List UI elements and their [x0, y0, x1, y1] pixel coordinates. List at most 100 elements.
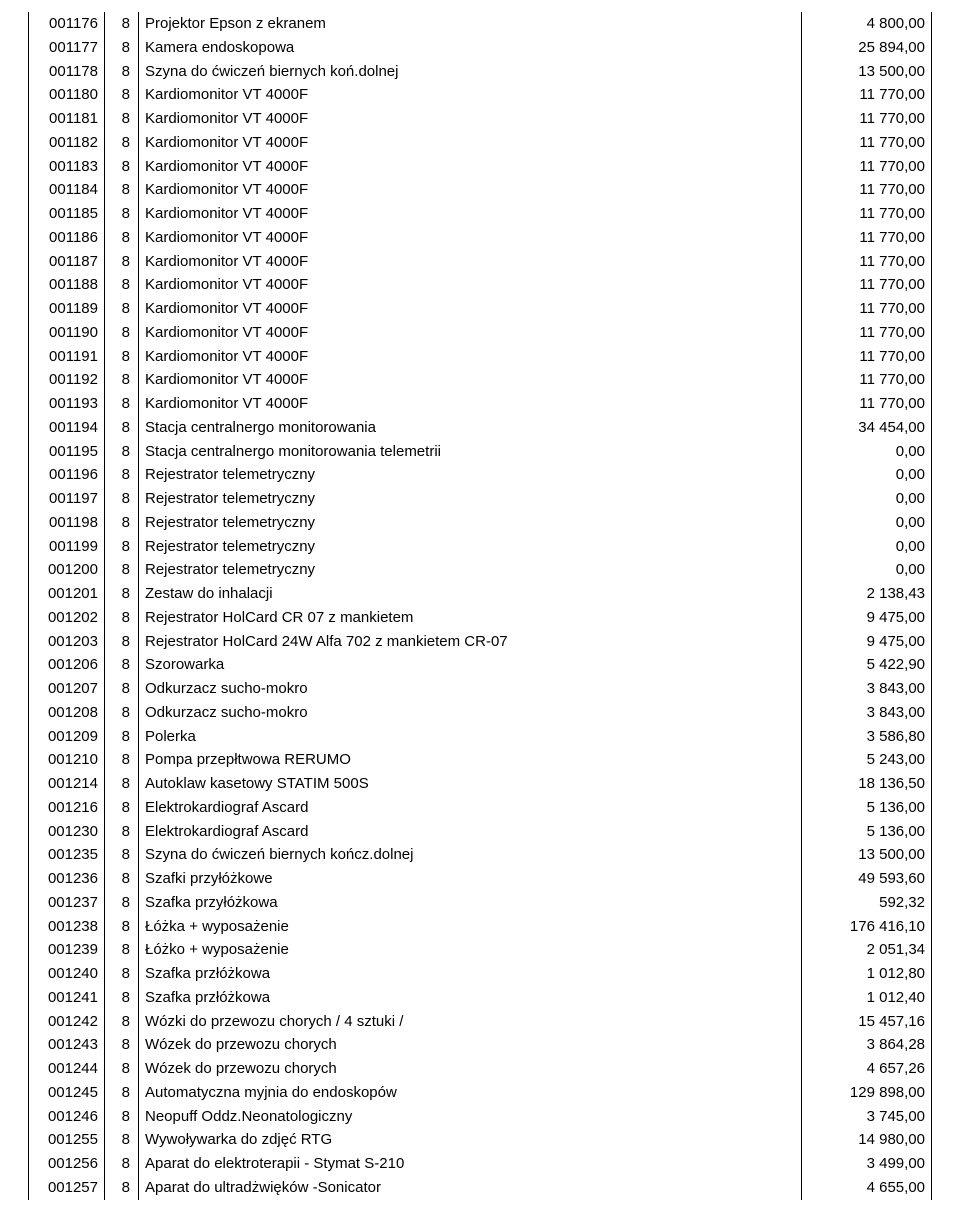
cell-category: 8 — [105, 938, 139, 962]
cell-value: 4 655,00 — [802, 1176, 932, 1200]
cell-id: 001256 — [29, 1152, 105, 1176]
cell-id: 001241 — [29, 986, 105, 1010]
cell-category: 8 — [105, 1152, 139, 1176]
cell-value: 129 898,00 — [802, 1081, 932, 1105]
cell-value: 4 657,26 — [802, 1057, 932, 1081]
cell-category: 8 — [105, 416, 139, 440]
cell-value: 11 770,00 — [802, 297, 932, 321]
cell-description: Stacja centralnergo monitorowania — [139, 416, 802, 440]
cell-id: 001178 — [29, 60, 105, 84]
cell-value: 1 012,40 — [802, 986, 932, 1010]
cell-description: Neopuff Oddz.Neonatologiczny — [139, 1105, 802, 1129]
cell-id: 001209 — [29, 725, 105, 749]
cell-category: 8 — [105, 1176, 139, 1200]
cell-id: 001207 — [29, 677, 105, 701]
cell-description: Elektrokardiograf Ascard — [139, 820, 802, 844]
cell-description: Odkurzacz sucho-mokro — [139, 677, 802, 701]
cell-id: 001214 — [29, 772, 105, 796]
table-row: 0011838Kardiomonitor VT 4000F11 770,00 — [29, 155, 932, 179]
cell-id: 001181 — [29, 107, 105, 131]
cell-id: 001203 — [29, 630, 105, 654]
table-row: 0012358Szyna do ćwiczeń biernych kończ.d… — [29, 843, 932, 867]
cell-value: 0,00 — [802, 558, 932, 582]
cell-id: 001185 — [29, 202, 105, 226]
cell-value: 5 422,90 — [802, 653, 932, 677]
cell-description: Odkurzacz sucho-mokro — [139, 701, 802, 725]
cell-category: 8 — [105, 440, 139, 464]
cell-description: Aparat do ultradżwięków -Sonicator — [139, 1176, 802, 1200]
cell-description: Kardiomonitor VT 4000F — [139, 321, 802, 345]
cell-description: Kardiomonitor VT 4000F — [139, 368, 802, 392]
cell-category: 8 — [105, 1128, 139, 1152]
table-row: 0011908Kardiomonitor VT 4000F11 770,00 — [29, 321, 932, 345]
table-row: 0011998Rejestrator telemetryczny0,00 — [29, 535, 932, 559]
cell-category: 8 — [105, 606, 139, 630]
cell-value: 11 770,00 — [802, 202, 932, 226]
cell-description: Kardiomonitor VT 4000F — [139, 297, 802, 321]
cell-id: 001235 — [29, 843, 105, 867]
cell-category: 8 — [105, 487, 139, 511]
cell-description: Wózek do przewozu chorych — [139, 1057, 802, 1081]
cell-value: 11 770,00 — [802, 273, 932, 297]
table-row: 0011938Kardiomonitor VT 4000F11 770,00 — [29, 392, 932, 416]
cell-category: 8 — [105, 986, 139, 1010]
cell-category: 8 — [105, 558, 139, 582]
cell-id: 001200 — [29, 558, 105, 582]
cell-description: Kardiomonitor VT 4000F — [139, 345, 802, 369]
cell-category: 8 — [105, 250, 139, 274]
cell-value: 11 770,00 — [802, 107, 932, 131]
cell-value: 1 012,80 — [802, 962, 932, 986]
table-row: 0012018Zestaw do inhalacji2 138,43 — [29, 582, 932, 606]
cell-description: Szafka przyłóżkowa — [139, 891, 802, 915]
cell-description: Szafka przłóżkowa — [139, 962, 802, 986]
table-row: 0012378Szafka przyłóżkowa592,32 — [29, 891, 932, 915]
cell-id: 001182 — [29, 131, 105, 155]
table-row: 0011888Kardiomonitor VT 4000F11 770,00 — [29, 273, 932, 297]
table-row: 0012008Rejestrator telemetryczny0,00 — [29, 558, 932, 582]
table-row: 0012148Autoklaw kasetowy STATIM 500S18 1… — [29, 772, 932, 796]
cell-category: 8 — [105, 820, 139, 844]
cell-description: Automatyczna myjnia do endoskopów — [139, 1081, 802, 1105]
cell-id: 001189 — [29, 297, 105, 321]
cell-description: Łóżka + wyposażenie — [139, 915, 802, 939]
cell-description: Kardiomonitor VT 4000F — [139, 226, 802, 250]
cell-value: 11 770,00 — [802, 392, 932, 416]
cell-id: 001193 — [29, 392, 105, 416]
table-row: 0011858Kardiomonitor VT 4000F11 770,00 — [29, 202, 932, 226]
cell-value: 11 770,00 — [802, 178, 932, 202]
cell-id: 001245 — [29, 1081, 105, 1105]
cell-value: 25 894,00 — [802, 36, 932, 60]
cell-value: 9 475,00 — [802, 630, 932, 654]
table-row: 0011958Stacja centralnergo monitorowania… — [29, 440, 932, 464]
cell-value: 49 593,60 — [802, 867, 932, 891]
table-row: 0012438Wózek do przewozu chorych3 864,28 — [29, 1033, 932, 1057]
table-row: 0012578Aparat do ultradżwięków -Sonicato… — [29, 1176, 932, 1200]
cell-id: 001230 — [29, 820, 105, 844]
cell-value: 4 800,00 — [802, 12, 932, 36]
cell-description: Kamera endoskopowa — [139, 36, 802, 60]
cell-category: 8 — [105, 273, 139, 297]
table-row: 0012088Odkurzacz sucho-mokro3 843,00 — [29, 701, 932, 725]
cell-description: Aparat do elektroterapii - Stymat S-210 — [139, 1152, 802, 1176]
cell-id: 001208 — [29, 701, 105, 725]
cell-value: 18 136,50 — [802, 772, 932, 796]
cell-category: 8 — [105, 796, 139, 820]
cell-category: 8 — [105, 582, 139, 606]
cell-description: Rejestrator HolCard CR 07 z mankietem — [139, 606, 802, 630]
table-row: 0011948Stacja centralnergo monitorowania… — [29, 416, 932, 440]
cell-id: 001190 — [29, 321, 105, 345]
cell-description: Szorowarka — [139, 653, 802, 677]
cell-id: 001177 — [29, 36, 105, 60]
cell-category: 8 — [105, 962, 139, 986]
cell-description: Rejestrator telemetryczny — [139, 558, 802, 582]
cell-description: Wózek do przewozu chorych — [139, 1033, 802, 1057]
cell-value: 592,32 — [802, 891, 932, 915]
cell-value: 2 138,43 — [802, 582, 932, 606]
cell-value: 11 770,00 — [802, 226, 932, 250]
cell-value: 176 416,10 — [802, 915, 932, 939]
cell-id: 001184 — [29, 178, 105, 202]
cell-category: 8 — [105, 867, 139, 891]
cell-category: 8 — [105, 772, 139, 796]
table-row: 0011868Kardiomonitor VT 4000F11 770,00 — [29, 226, 932, 250]
cell-value: 5 243,00 — [802, 748, 932, 772]
